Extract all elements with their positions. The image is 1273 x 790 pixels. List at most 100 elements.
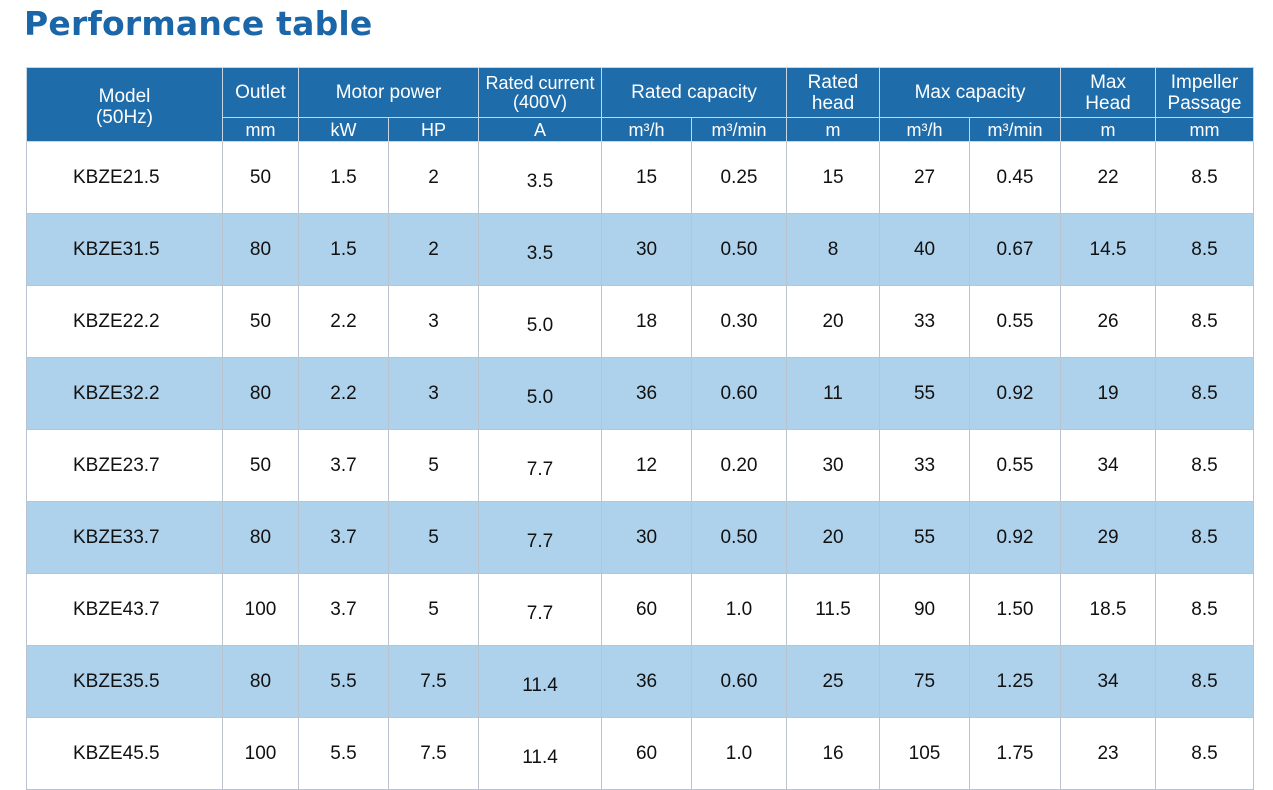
cell-rated-capacity-m3min: 1.0 — [691, 717, 788, 790]
cell-rated-current: 7.7 — [478, 429, 603, 502]
cell-motor-hp: 5 — [387, 429, 480, 502]
unit-rated-head: m — [786, 117, 881, 142]
cell-rated-current: 5.0 — [478, 357, 603, 430]
cell-max-capacity-m3h: 33 — [879, 285, 971, 358]
cell-max-head: 19 — [1060, 357, 1157, 430]
table-row: KBZE35.5 80 5.5 7.5 11.4 36 0.60 25 75 1… — [26, 645, 1255, 718]
cell-rated-current: 7.7 — [478, 501, 603, 574]
cell-rated-capacity-m3h: 60 — [601, 573, 693, 646]
cell-outlet: 50 — [222, 141, 299, 214]
header-motor-power: Motor power — [297, 67, 480, 118]
cell-rated-head: 15 — [786, 141, 881, 214]
cell-model: KBZE43.7 — [26, 573, 223, 646]
cell-max-capacity-m3h: 90 — [879, 573, 971, 646]
cell-max-capacity-m3h: 55 — [879, 357, 971, 430]
cell-max-head: 14.5 — [1060, 213, 1157, 286]
cell-max-capacity-m3min: 1.50 — [969, 573, 1062, 646]
cell-outlet: 100 — [222, 717, 299, 790]
header-impeller-passage: Impeller Passage — [1155, 67, 1255, 118]
cell-max-capacity-m3min: 0.55 — [969, 429, 1062, 502]
cell-max-capacity-m3h: 27 — [879, 141, 971, 214]
table-row: KBZE45.5 100 5.5 7.5 11.4 60 1.0 16 105 … — [26, 717, 1255, 790]
header-row: Model (50Hz) Outlet Motor power Rated cu… — [26, 67, 1255, 142]
header-rated-capacity: Rated capacity — [601, 67, 788, 118]
header-max-capacity: Max capacity — [879, 67, 1062, 118]
cell-rated-head: 11 — [786, 357, 881, 430]
cell-max-capacity-m3h: 55 — [879, 501, 971, 574]
cell-motor-kw: 1.5 — [298, 213, 389, 286]
cell-rated-current: 11.4 — [478, 645, 603, 718]
cell-impeller-passage: 8.5 — [1155, 429, 1255, 502]
cell-motor-kw: 3.7 — [298, 429, 389, 502]
cell-rated-current: 3.5 — [478, 141, 603, 214]
table-row: KBZE23.7 50 3.7 5 7.7 12 0.20 30 33 0.55… — [26, 429, 1255, 502]
table-body: KBZE21.5 50 1.5 2 3.5 15 0.25 15 27 0.45… — [26, 141, 1255, 790]
cell-outlet: 100 — [222, 573, 299, 646]
cell-max-head: 18.5 — [1060, 573, 1157, 646]
cell-rated-capacity-m3h: 18 — [601, 285, 693, 358]
cell-motor-kw: 2.2 — [298, 357, 389, 430]
cell-rated-capacity-m3h: 12 — [601, 429, 693, 502]
cell-motor-hp: 7.5 — [387, 717, 480, 790]
cell-model: KBZE23.7 — [26, 429, 223, 502]
cell-motor-hp: 2 — [387, 213, 480, 286]
performance-table: Model (50Hz) Outlet Motor power Rated cu… — [26, 67, 1255, 790]
header-rated-current: Rated current (400V) — [478, 67, 603, 118]
cell-motor-hp: 5 — [387, 501, 480, 574]
cell-outlet: 50 — [222, 429, 299, 502]
cell-max-head: 34 — [1060, 645, 1157, 718]
table-row: KBZE22.2 50 2.2 3 5.0 18 0.30 20 33 0.55… — [26, 285, 1255, 358]
cell-impeller-passage: 8.5 — [1155, 717, 1255, 790]
cell-motor-hp: 3 — [387, 285, 480, 358]
cell-max-head: 34 — [1060, 429, 1157, 502]
cell-rated-current: 3.5 — [478, 213, 603, 286]
cell-motor-hp: 5 — [387, 573, 480, 646]
unit-rated-capacity-m3h: m³/h — [601, 117, 693, 142]
cell-rated-capacity-m3h: 15 — [601, 141, 693, 214]
cell-rated-capacity-m3min: 0.60 — [691, 645, 788, 718]
cell-model: KBZE45.5 — [26, 717, 223, 790]
cell-rated-current: 5.0 — [478, 285, 603, 358]
unit-rated-capacity-m3min: m³/min — [691, 117, 788, 142]
cell-impeller-passage: 8.5 — [1155, 645, 1255, 718]
cell-rated-current: 7.7 — [478, 573, 603, 646]
cell-max-capacity-m3h: 33 — [879, 429, 971, 502]
cell-impeller-passage: 8.5 — [1155, 357, 1255, 430]
cell-rated-capacity-m3min: 1.0 — [691, 573, 788, 646]
cell-rated-head: 20 — [786, 285, 881, 358]
cell-rated-capacity-m3min: 0.30 — [691, 285, 788, 358]
cell-impeller-passage: 8.5 — [1155, 285, 1255, 358]
cell-model: KBZE22.2 — [26, 285, 223, 358]
cell-rated-head: 8 — [786, 213, 881, 286]
cell-motor-kw: 3.7 — [298, 573, 389, 646]
cell-rated-head: 11.5 — [786, 573, 881, 646]
cell-rated-capacity-m3h: 60 — [601, 717, 693, 790]
cell-rated-head: 30 — [786, 429, 881, 502]
cell-model: KBZE33.7 — [26, 501, 223, 574]
cell-outlet: 80 — [222, 357, 299, 430]
cell-max-capacity-m3h: 105 — [879, 717, 971, 790]
cell-max-capacity-m3h: 40 — [879, 213, 971, 286]
cell-rated-head: 20 — [786, 501, 881, 574]
table-row: KBZE33.7 80 3.7 5 7.7 30 0.50 20 55 0.92… — [26, 501, 1255, 574]
cell-motor-hp: 2 — [387, 141, 480, 214]
table-row: KBZE32.2 80 2.2 3 5.0 36 0.60 11 55 0.92… — [26, 357, 1255, 430]
cell-max-capacity-m3h: 75 — [879, 645, 971, 718]
cell-max-capacity-m3min: 1.75 — [969, 717, 1062, 790]
cell-max-capacity-m3min: 0.45 — [969, 141, 1062, 214]
cell-rated-capacity-m3min: 0.60 — [691, 357, 788, 430]
cell-motor-kw: 3.7 — [298, 501, 389, 574]
table-row: KBZE21.5 50 1.5 2 3.5 15 0.25 15 27 0.45… — [26, 141, 1255, 214]
cell-model: KBZE21.5 — [26, 141, 223, 214]
cell-outlet: 80 — [222, 213, 299, 286]
cell-model: KBZE31.5 — [26, 213, 223, 286]
unit-impeller-passage: mm — [1155, 117, 1255, 142]
cell-rated-capacity-m3min: 0.25 — [691, 141, 788, 214]
cell-rated-capacity-m3h: 36 — [601, 645, 693, 718]
cell-max-head: 29 — [1060, 501, 1157, 574]
cell-max-capacity-m3min: 0.92 — [969, 501, 1062, 574]
cell-max-head: 23 — [1060, 717, 1157, 790]
cell-rated-capacity-m3min: 0.20 — [691, 429, 788, 502]
cell-model: KBZE32.2 — [26, 357, 223, 430]
cell-impeller-passage: 8.5 — [1155, 141, 1255, 214]
